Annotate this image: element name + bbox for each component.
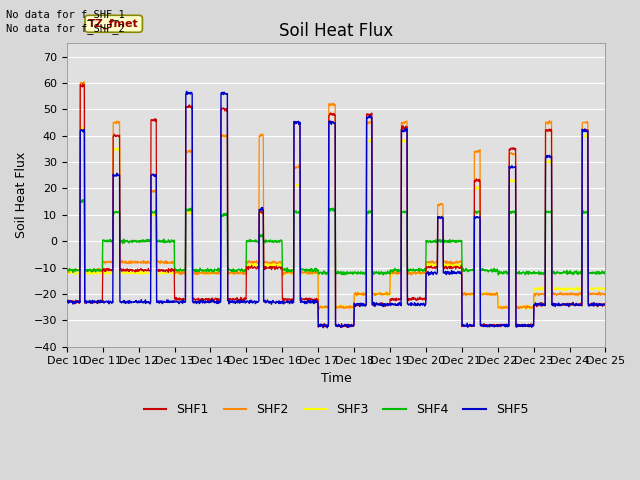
X-axis label: Time: Time xyxy=(321,372,351,385)
Y-axis label: Soil Heat Flux: Soil Heat Flux xyxy=(15,152,28,238)
Text: TZ_fmet: TZ_fmet xyxy=(88,19,139,29)
Text: No data for f_SHF_2: No data for f_SHF_2 xyxy=(6,23,125,34)
Text: No data for f_SHF_1: No data for f_SHF_1 xyxy=(6,9,125,20)
Title: Soil Heat Flux: Soil Heat Flux xyxy=(279,23,393,40)
Legend: SHF1, SHF2, SHF3, SHF4, SHF5: SHF1, SHF2, SHF3, SHF4, SHF5 xyxy=(139,398,533,421)
